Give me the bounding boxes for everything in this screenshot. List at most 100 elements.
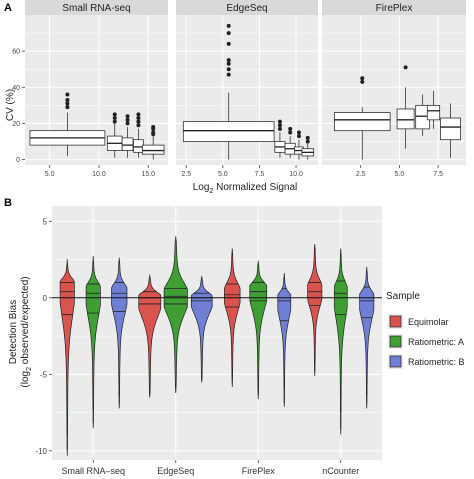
x-tick-label: 10.0 xyxy=(92,171,106,178)
violin-series-ratiometric-b xyxy=(111,257,375,409)
legend-swatch xyxy=(389,355,402,368)
box xyxy=(440,103,461,158)
box xyxy=(121,114,134,158)
box-outlier-point xyxy=(136,119,141,124)
x-tick-label: EdgeSeq xyxy=(157,466,194,476)
legend-entry: Ratiometric: B xyxy=(388,354,465,369)
panel-b-y-axis-label-line1: Detection Bias xyxy=(8,300,19,364)
box-outlier-point xyxy=(305,135,310,140)
box-outlier-point xyxy=(296,134,301,139)
x-tick-label: nCounter xyxy=(322,466,359,476)
panel-a: A CV (%) Small RNA-seq 5.0 10.0 15.0 0 20 40 60… xyxy=(4,0,466,195)
box xyxy=(426,90,441,129)
box-outlier-point xyxy=(226,23,231,28)
y-axis-label-suffix: observed/expected) xyxy=(20,276,31,367)
y-tick-label: 60 xyxy=(12,49,20,56)
y-tick-label: 5 xyxy=(43,217,48,226)
box-outlier-point xyxy=(288,126,293,131)
box-body xyxy=(333,112,391,132)
y-tick-label: -10 xyxy=(35,447,47,456)
box-outlier-point xyxy=(151,125,156,130)
box-body xyxy=(182,121,275,142)
x-tick-label: 7.5 xyxy=(433,171,443,178)
box xyxy=(301,135,315,160)
box-outlier-point xyxy=(125,121,130,126)
x-tick-label: 5.0 xyxy=(395,171,405,178)
violin-series-equimolar xyxy=(59,243,323,456)
x-axis-label-suffix: Normalized Signal xyxy=(213,182,297,193)
box-outlier-point xyxy=(226,31,231,36)
x-tick-label: 10.0 xyxy=(289,171,303,178)
facet-strip xyxy=(25,0,168,15)
y-tick-label: 0 xyxy=(16,157,20,164)
violin xyxy=(190,276,213,383)
panel-a-facets: Small RNA-seq 5.0 10.0 15.0 0 20 40 60 EdgeSeq 2.… xyxy=(12,0,466,178)
y-tick-label: 0 xyxy=(43,294,48,303)
x-axis-label-prefix: Log xyxy=(193,182,210,193)
facet-strip xyxy=(176,0,318,15)
violin-series-ratiometric-a xyxy=(85,236,348,435)
legend: Sample Equimolar Ratiometric: A Ratiometri… xyxy=(386,291,465,369)
legend-swatch xyxy=(389,315,402,328)
legend-title: Sample xyxy=(386,291,420,302)
legend-entry: Equimolar xyxy=(388,314,449,329)
box-body xyxy=(141,144,165,155)
box-body xyxy=(396,108,415,130)
box-body xyxy=(426,104,441,121)
legend-label: Equimolar xyxy=(408,317,449,327)
box-outlier-point xyxy=(65,105,70,110)
box-body xyxy=(440,117,461,141)
box-outlier-point xyxy=(360,79,365,84)
facet-small-rna-seq: Small RNA-seq 5.0 10.0 15.0 0 20 40 60 xyxy=(12,0,168,178)
panel-b-plot: 5 0 -5 -10 Small RNA–seq EdgeSeq FirePlex nCoun… xyxy=(35,206,382,476)
violin xyxy=(249,260,268,400)
box-outlier-point xyxy=(226,41,231,46)
violin xyxy=(359,266,375,409)
box xyxy=(294,130,304,160)
box-outlier-point xyxy=(305,139,310,144)
box-outlier-point xyxy=(226,58,231,63)
panel-a-x-axis-label: Log2 Normalized Signal xyxy=(193,182,298,195)
box-outlier-point xyxy=(277,123,282,128)
x-tick-label: 5.0 xyxy=(45,171,55,178)
facet-fireplex: FirePlex 2.5 5.0 7.5 xyxy=(322,0,466,178)
x-tick-label: Small RNA–seq xyxy=(61,466,125,476)
x-tick-label: 15.0 xyxy=(141,171,155,178)
x-tick-label: 5.0 xyxy=(218,171,228,178)
box xyxy=(133,112,144,158)
box-outlier-point xyxy=(112,112,117,117)
box-outlier-point xyxy=(112,116,117,121)
facet-panel-background xyxy=(322,15,466,165)
violin xyxy=(163,236,188,394)
box-body xyxy=(121,137,134,151)
box-outlier-point xyxy=(277,119,282,124)
box-outlier-point xyxy=(136,116,141,121)
facet-strip-label: EdgeSeq xyxy=(226,3,267,14)
legend-label: Ratiometric: B xyxy=(408,357,465,367)
box xyxy=(333,76,391,160)
box xyxy=(274,119,286,158)
y-tick-label: 20 xyxy=(12,121,20,128)
panel-b-y-axis-label-line2: (log2 observed/expected) xyxy=(20,276,33,387)
panel-a-label: A xyxy=(4,2,12,14)
panel-b: B Detection Bias (log2 observed/expected… xyxy=(4,197,465,476)
panel-b-label: B xyxy=(4,197,12,209)
box-outlier-point xyxy=(288,130,293,135)
box-outlier-point xyxy=(65,101,70,106)
facet-edgeseq: EdgeSeq 2.5 5.0 7.5 10.0 xyxy=(176,0,318,178)
box-outlier-point xyxy=(136,123,141,128)
box-outlier-point xyxy=(65,97,70,102)
y-axis-label-prefix: (log xyxy=(20,371,31,388)
violin xyxy=(59,259,75,456)
facet-strip-label: Small RNA-seq xyxy=(62,3,130,14)
box-outlier-point xyxy=(403,65,408,70)
violin xyxy=(138,274,162,398)
box-outlier-point xyxy=(125,114,130,119)
box xyxy=(106,112,123,158)
x-tick-label: FirePlex xyxy=(242,466,276,476)
x-tick-label: 2.5 xyxy=(356,171,366,178)
panel-a-y-axis-label: CV (%) xyxy=(5,89,16,121)
box-outlier-point xyxy=(125,117,130,122)
legend-label: Ratiometric: A xyxy=(408,337,464,347)
